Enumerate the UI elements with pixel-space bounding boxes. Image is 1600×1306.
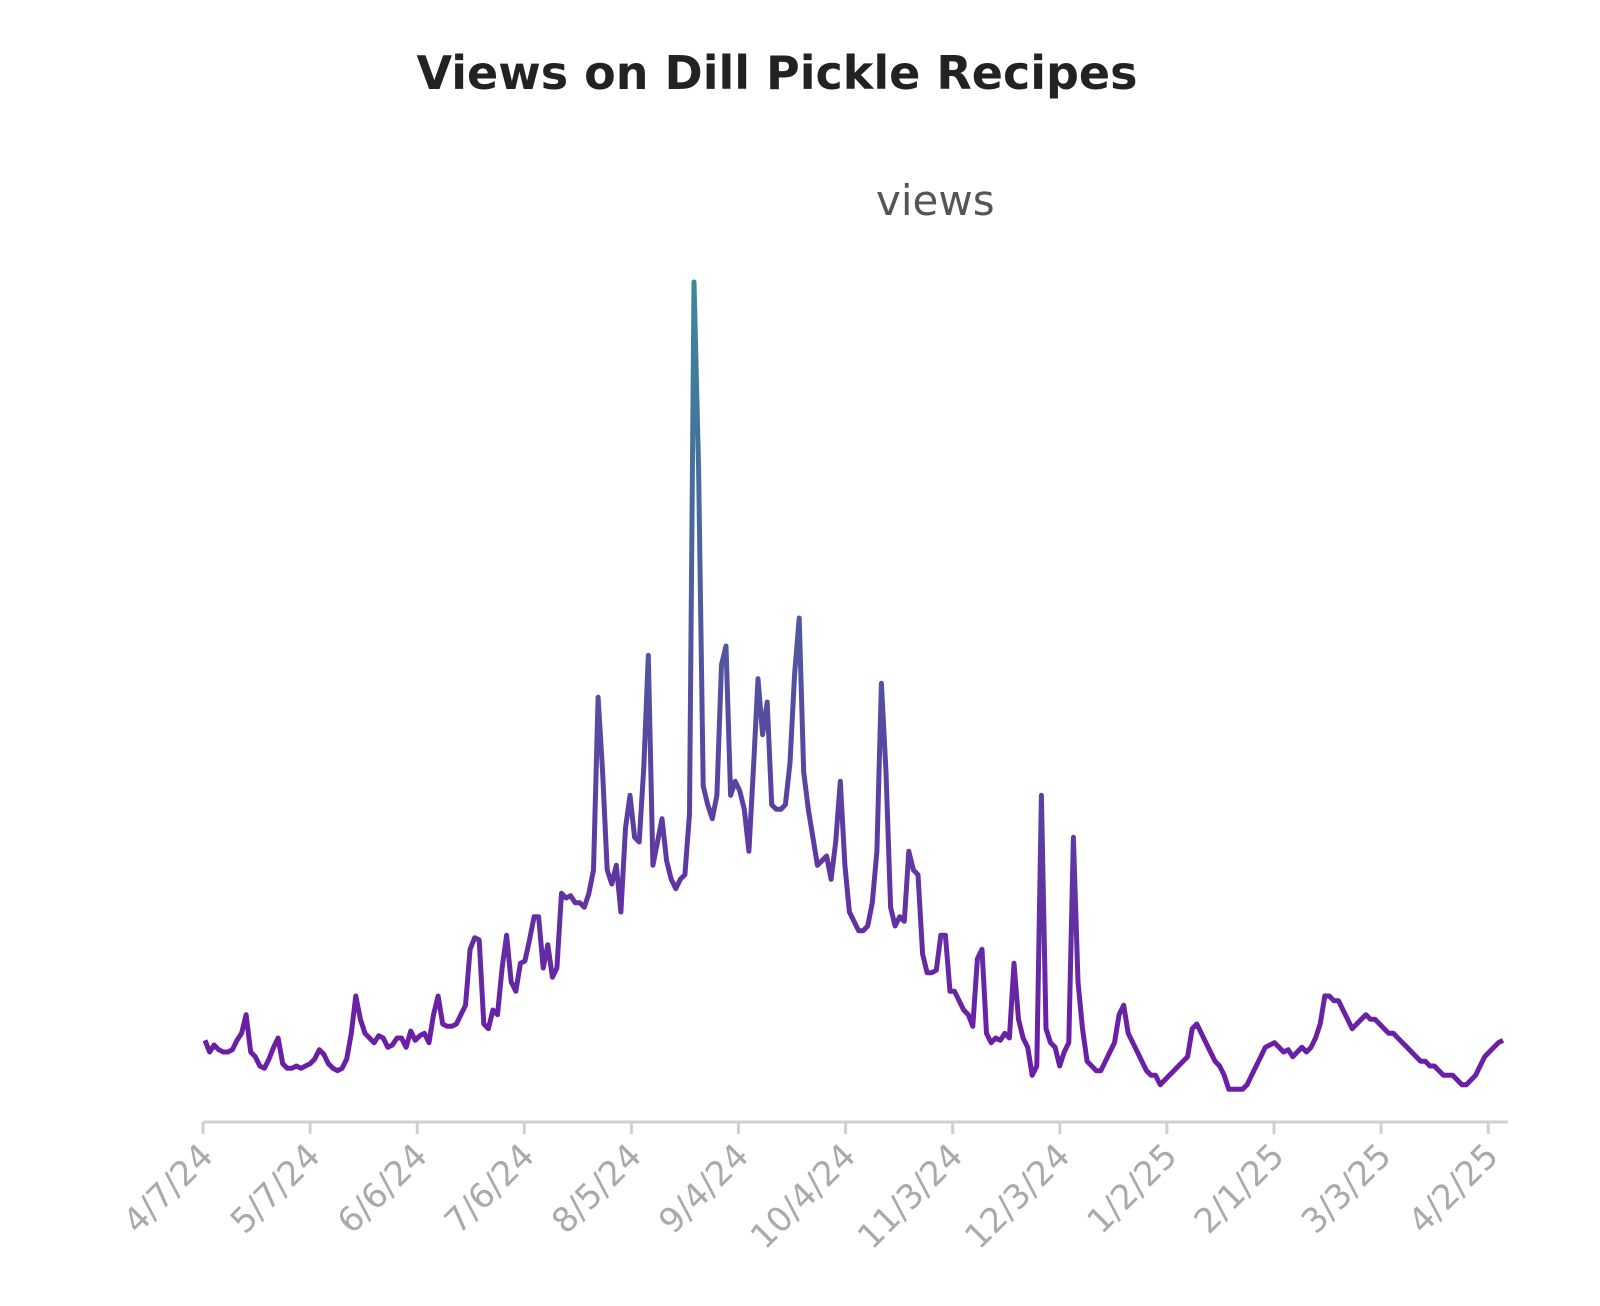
x-tick-label: 4/7/24	[116, 1136, 222, 1242]
x-axis-ticks: 4/7/24 5/7/24 6/6/24 7/6/24 8/5/24 9/4/2410/4…	[116, 1122, 1507, 1257]
x-tick-label: 1/2/25	[1080, 1136, 1186, 1242]
x-tick-label: 8/5/24	[544, 1136, 650, 1242]
series-line-views	[202, 279, 1505, 1092]
x-tick-label: 4/2/25	[1401, 1136, 1507, 1242]
x-tick-label: 10/4/24	[743, 1136, 864, 1257]
chart-title: Views on Dill Pickle Recipes	[417, 46, 1138, 100]
x-tick-label: 3/3/25	[1294, 1136, 1400, 1242]
x-tick-label: 5/7/24	[223, 1136, 329, 1242]
x-tick-label: 7/6/24	[437, 1136, 543, 1242]
x-tick-label: 6/6/24	[330, 1136, 436, 1242]
x-tick-label: 9/4/24	[651, 1136, 757, 1242]
x-tick-label: 12/3/24	[957, 1136, 1078, 1257]
legend: views	[780, 176, 995, 225]
x-tick-label: 11/3/24	[850, 1136, 971, 1257]
legend-label-views: views	[876, 176, 995, 225]
plot-area	[202, 279, 1505, 1092]
x-tick-label: 2/1/25	[1187, 1136, 1293, 1242]
